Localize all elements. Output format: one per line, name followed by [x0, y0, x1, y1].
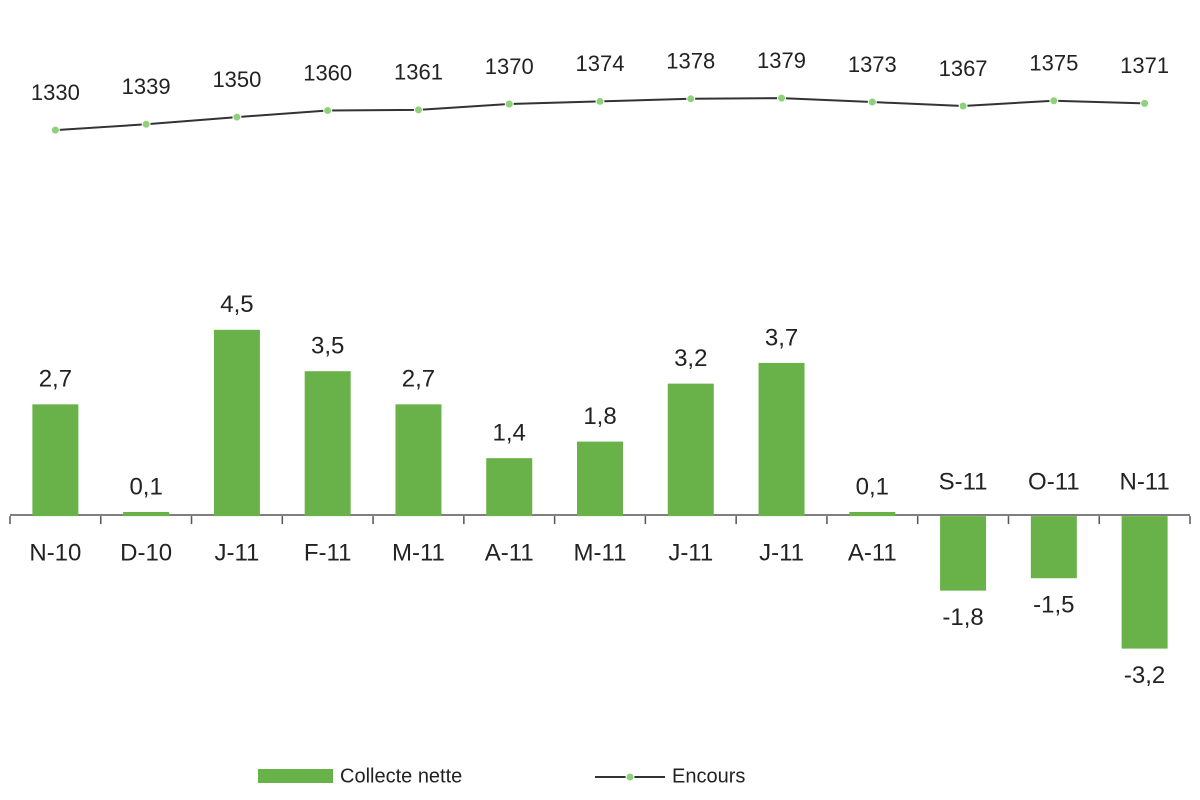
bar-value-label: 0,1 — [856, 473, 889, 500]
line-marker — [323, 106, 333, 116]
bar-value-label: 0,1 — [129, 473, 162, 500]
x-tick-label: N-10 — [29, 539, 81, 566]
bar — [758, 362, 805, 517]
bar — [213, 329, 260, 517]
legend-swatch-marker — [625, 772, 635, 782]
bar-value-label: 1,4 — [493, 419, 526, 446]
line-marker — [232, 112, 242, 122]
line-value-label: 1361 — [394, 60, 443, 85]
line-value-label: 1375 — [1029, 51, 1078, 76]
line-value-label: 1379 — [757, 48, 806, 73]
bar-value-label: 2,7 — [402, 366, 435, 393]
line-marker — [686, 94, 696, 104]
legend-swatch-bar — [258, 769, 333, 783]
line-value-label: 1378 — [666, 49, 715, 74]
legend-label: Encours — [672, 765, 745, 787]
x-tick-label: F-11 — [304, 539, 352, 566]
bar — [32, 404, 79, 517]
bar — [1030, 516, 1077, 579]
line-value-label: 1370 — [485, 54, 534, 79]
bar-value-label: -1,8 — [942, 604, 983, 631]
bar — [667, 383, 714, 517]
bar-value-label: 3,7 — [765, 324, 798, 351]
bar — [486, 458, 533, 517]
line-marker — [141, 119, 151, 129]
bar-value-label: 4,5 — [220, 291, 253, 318]
line-marker — [413, 105, 423, 115]
line-marker — [867, 97, 877, 107]
line-value-label: 1350 — [212, 67, 261, 92]
x-tick-label: O-11 — [1028, 468, 1080, 495]
x-tick-label: S-11 — [939, 468, 988, 495]
x-tick-label: D-10 — [120, 539, 172, 566]
line-marker — [1140, 98, 1150, 108]
bar-value-label: 1,8 — [583, 403, 616, 430]
legend-label: Collecte nette — [340, 765, 462, 787]
line-marker — [50, 125, 60, 135]
bar — [940, 516, 987, 591]
line-marker — [958, 101, 968, 111]
line-marker — [504, 99, 514, 109]
bar — [1121, 516, 1168, 649]
line-value-label: 1371 — [1120, 53, 1169, 78]
line-value-label: 1339 — [122, 74, 171, 99]
line-value-label: 1360 — [303, 60, 352, 85]
x-tick-label: N-11 — [1119, 468, 1169, 495]
line-marker — [1049, 96, 1059, 106]
line-marker — [595, 96, 605, 106]
category-separators — [9, 516, 1191, 525]
bar — [849, 511, 896, 517]
x-tick-label: M-11 — [392, 539, 445, 566]
x-tick-label: J-11 — [759, 539, 804, 566]
line-value-label: 1330 — [31, 80, 80, 105]
bar — [395, 404, 442, 517]
bar-value-label: 3,5 — [311, 333, 344, 360]
x-tick-label: J-11 — [668, 539, 713, 566]
line-marker — [777, 93, 787, 103]
x-tick-label: A-11 — [848, 539, 897, 566]
line-value-label: 1374 — [576, 51, 625, 76]
x-tick-label: J-11 — [214, 539, 259, 566]
bar-value-label: -3,2 — [1124, 662, 1165, 689]
line-value-label: 1373 — [848, 52, 897, 77]
x-tick-label: A-11 — [485, 539, 534, 566]
bar — [577, 441, 623, 517]
x-tick-label: M-11 — [574, 539, 627, 566]
bar-value-label: -1,5 — [1033, 592, 1074, 619]
line-value-label: 1367 — [939, 56, 988, 81]
bar-value-label: 2,7 — [39, 366, 72, 393]
bar — [123, 511, 170, 517]
bar — [304, 371, 351, 517]
bar-value-label: 3,2 — [674, 345, 707, 372]
